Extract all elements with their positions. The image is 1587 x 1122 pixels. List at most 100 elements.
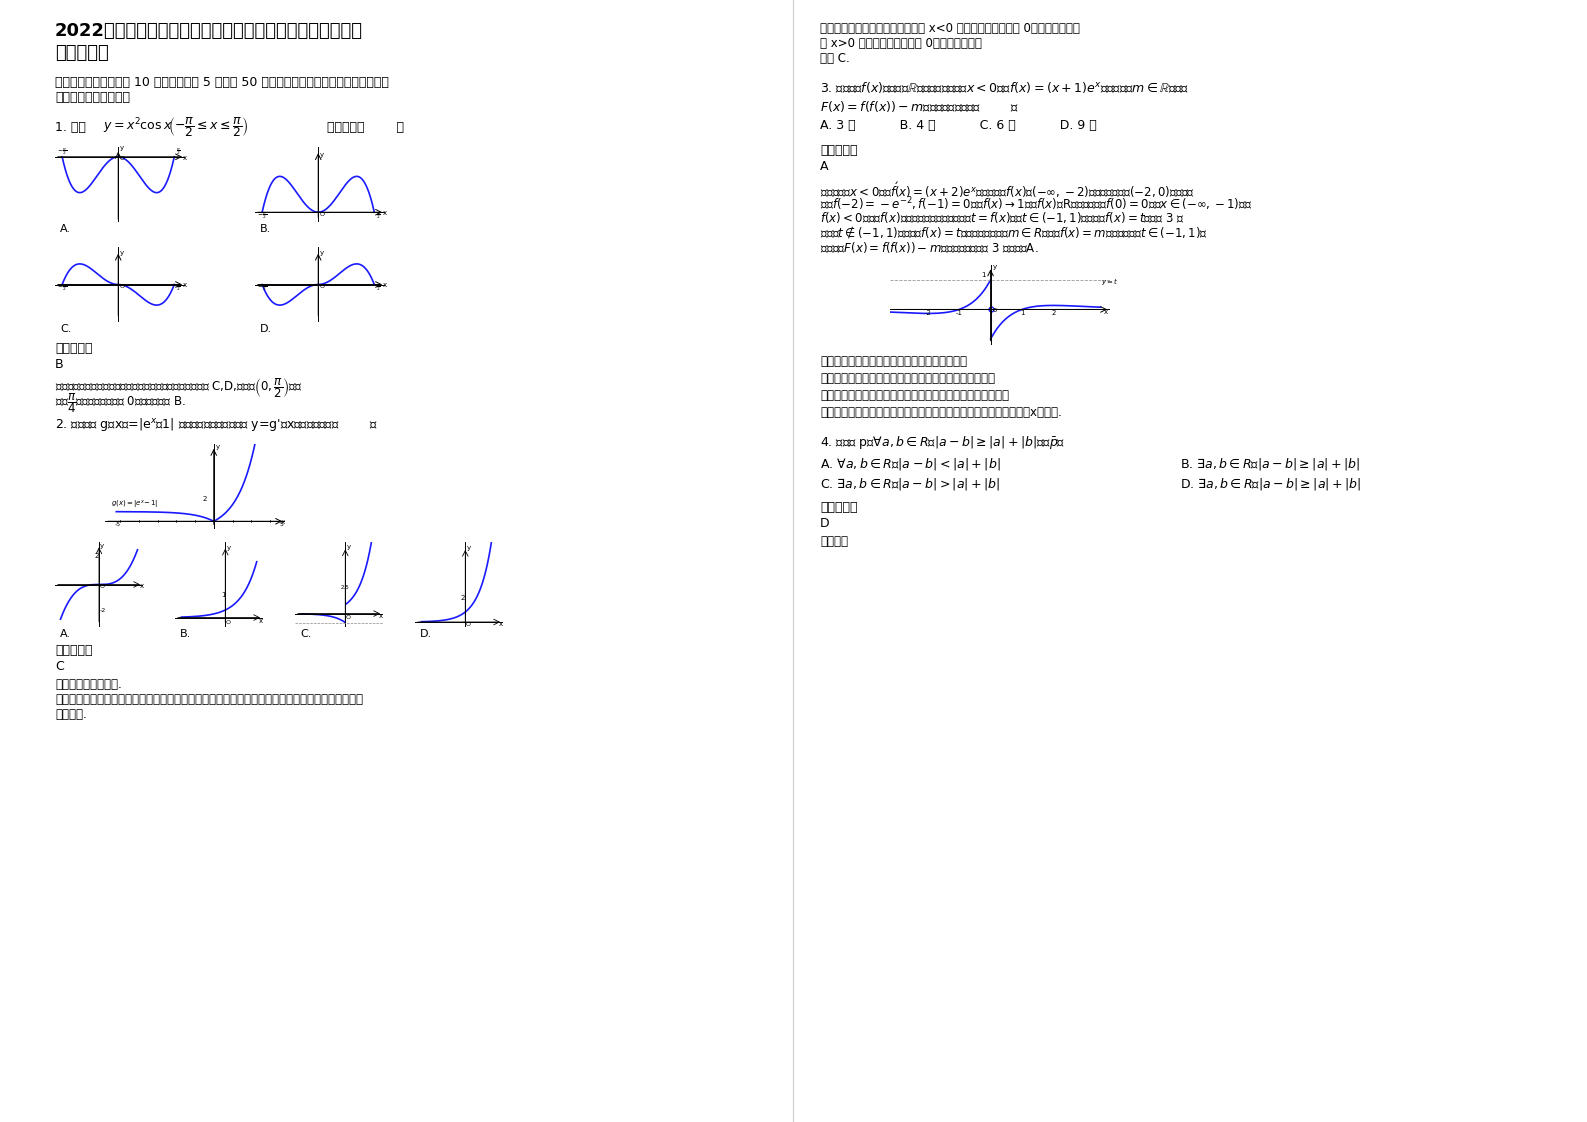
Text: $y=x^{2}\cos x\!\left(-\dfrac{\pi}{2}\leq x\leq\dfrac{\pi}{2}\right)$: $y=x^{2}\cos x\!\left(-\dfrac{\pi}{2}\le… bbox=[103, 114, 249, 139]
Text: x: x bbox=[500, 620, 503, 626]
Text: O: O bbox=[100, 585, 105, 589]
Text: D: D bbox=[820, 517, 830, 530]
Text: -2: -2 bbox=[924, 310, 932, 315]
Text: A. 3 个           B. 4 个           C. 6 个           D. 9 个: A. 3 个 B. 4 个 C. 6 个 D. 9 个 bbox=[820, 119, 1097, 132]
Text: y: y bbox=[467, 545, 471, 551]
Text: 正确选项.: 正确选项. bbox=[56, 708, 87, 721]
Text: 第三步：根据第二步得到的零点范围转化为内层函数值域，进而确定x的个数.: 第三步：根据第二步得到的零点范围转化为内层函数值域，进而确定x的个数. bbox=[820, 406, 1062, 419]
Text: $-\frac{\pi}{2}$: $-\frac{\pi}{2}$ bbox=[257, 210, 267, 221]
Text: 第一步：现将内层函数换元，将符合函数化为简单函数；: 第一步：现将内层函数换元，将符合函数化为简单函数； bbox=[820, 373, 995, 385]
Text: 2: 2 bbox=[95, 553, 98, 559]
Text: 一、选择题：本大题共 10 小题，每小题 5 分，共 50 分。在每小题给出的四个选项中，只有: 一、选择题：本大题共 10 小题，每小题 5 分，共 50 分。在每小题给出的四… bbox=[56, 76, 389, 89]
Text: 2.5: 2.5 bbox=[340, 585, 349, 589]
Text: 当 x>0 时，切线的斜率大于 0，且逐渐增加，: 当 x>0 时，切线的斜率大于 0，且逐渐增加， bbox=[820, 37, 982, 50]
Text: 一点$\dfrac{\pi}{4}$可知函数值为大于 0，结合图象选 B.: 一点$\dfrac{\pi}{4}$可知函数值为大于 0，结合图象选 B. bbox=[56, 390, 186, 415]
Text: x: x bbox=[183, 282, 187, 288]
Text: $\frac{\pi}{2}$: $\frac{\pi}{2}$ bbox=[176, 147, 181, 157]
Text: D.: D. bbox=[260, 324, 271, 334]
Text: $g(x)=|e^x\!-\!1|$: $g(x)=|e^x\!-\!1|$ bbox=[111, 499, 157, 511]
Text: 【解析】当$x<0$时，$f\'(x)=(x+2)e^{x}$；由此可知$f(x)$在$(-\infty,-2)$上单调递减，在$(-2,0)$上单调递: 【解析】当$x<0$时，$f\'(x)=(x+2)e^{x}$；由此可知$f(x… bbox=[820, 180, 1195, 200]
Text: $\frac{\pi}{2}$: $\frac{\pi}{2}$ bbox=[376, 210, 381, 221]
Text: $-\frac{\pi}{2}$: $-\frac{\pi}{2}$ bbox=[257, 282, 267, 293]
Text: x: x bbox=[259, 618, 263, 624]
Text: y: y bbox=[100, 543, 105, 549]
Text: B.: B. bbox=[260, 224, 271, 234]
Text: y: y bbox=[216, 444, 219, 450]
Text: A.: A. bbox=[60, 629, 71, 640]
Text: 1: 1 bbox=[981, 273, 986, 278]
Text: 2: 2 bbox=[203, 496, 208, 502]
Text: C. $\exists a,b\in R$　$|a-b|>|a|+|b|$: C. $\exists a,b\in R$ $|a-b|>|a|+|b|$ bbox=[820, 476, 1000, 493]
Text: 1: 1 bbox=[1020, 310, 1024, 315]
Text: x: x bbox=[379, 613, 384, 619]
Text: O: O bbox=[321, 284, 325, 289]
Text: 是一个符合题目要求的: 是一个符合题目要求的 bbox=[56, 91, 130, 104]
Text: B.: B. bbox=[179, 629, 192, 640]
Text: x: x bbox=[281, 519, 286, 525]
Text: A: A bbox=[820, 160, 828, 173]
Text: x: x bbox=[382, 210, 387, 215]
Text: $f(x)<0$，所以$f(x)$的图象示意图如图所示，令$t=f(x)$，则$t\in(-1,1)$时，方程$f(x)=t$至多有 3 个: $f(x)<0$，所以$f(x)$的图象示意图如图所示，令$t=f(x)$，则$… bbox=[820, 210, 1184, 226]
Text: 试卷含解析: 试卷含解析 bbox=[56, 44, 110, 62]
Text: 第二步：研究换元后简单函数的零点（一般都是数形结合）；: 第二步：研究换元后简单函数的零点（一般都是数形结合）； bbox=[820, 389, 1009, 402]
Text: $-\frac{\pi}{2}$: $-\frac{\pi}{2}$ bbox=[57, 282, 67, 293]
Text: O: O bbox=[467, 622, 471, 627]
Text: 1. 函数: 1. 函数 bbox=[56, 121, 86, 134]
Text: D.: D. bbox=[421, 629, 432, 640]
Text: y: y bbox=[227, 544, 230, 551]
Text: 根；当$t\notin(-1,1)$时，方程$f(x)=t$没有根，而对任意$m\in R$，方程$f(x)=m$至多有一个根$t\in(-1,1)$，: 根；当$t\notin(-1,1)$时，方程$f(x)=t$没有根，而对任意$m… bbox=[820, 226, 1208, 241]
Text: 4. 设命题 p：$\forall a,b\in R$，$|a-b|\geq|a|+|b|$，则$\bar{p}$为: 4. 设命题 p：$\forall a,b\in R$，$|a-b|\geq|a… bbox=[820, 434, 1065, 451]
Text: $-\frac{\pi}{2}$: $-\frac{\pi}{2}$ bbox=[57, 147, 67, 157]
Text: o: o bbox=[992, 307, 997, 313]
Text: y: y bbox=[321, 151, 324, 158]
Text: y: y bbox=[321, 249, 324, 256]
Text: 故选 C.: 故选 C. bbox=[820, 52, 849, 65]
Text: 2: 2 bbox=[1051, 310, 1055, 315]
Text: $y=t$: $y=t$ bbox=[1100, 276, 1119, 287]
Text: -2: -2 bbox=[100, 608, 106, 614]
Text: 【考点】函数的图象.: 【考点】函数的图象. bbox=[56, 678, 122, 691]
Text: 【解答】解：根据函数图象可知当 x<0 时，切线的斜率小于 0，且逐渐减小，: 【解答】解：根据函数图象可知当 x<0 时，切线的斜率小于 0，且逐渐减小， bbox=[820, 22, 1079, 35]
Text: 参考答案：: 参考答案： bbox=[56, 342, 92, 355]
Text: 2: 2 bbox=[460, 595, 465, 601]
Text: x: x bbox=[140, 583, 144, 589]
Text: 2022年湖南省岳阳市平江县第四中学高三数学文上学期期末: 2022年湖南省岳阳市平江县第四中学高三数学文上学期期末 bbox=[56, 22, 363, 40]
Text: 增，$f(-2)=-e^{-2},f(-1)=0$，且$f(x)\to 1$，又$f(x)$在R上的奇函数，$f(0)=0$，而$x\in(-\infty,-1: 增，$f(-2)=-e^{-2},f(-1)=0$，且$f(x)\to 1$，又… bbox=[820, 195, 1252, 212]
Text: $\frac{\pi}{2}$: $\frac{\pi}{2}$ bbox=[176, 282, 181, 293]
Text: 此题可以从函数的奇偶性着手，原函数为偶函数，所以排除 C,D,然后在$\left(0,\dfrac{\pi}{2}\right)$上取: 此题可以从函数的奇偶性着手，原函数为偶函数，所以排除 C,D,然后在$\left… bbox=[56, 376, 303, 399]
Text: C.: C. bbox=[300, 629, 311, 640]
Text: -5: -5 bbox=[114, 522, 121, 527]
Text: 3. 已知函数$f(x)$是定义在$\mathbb{R}$上的奇函数，且当$x<0$时，$f(x)=(x+1)e^{x}$，则对任意$m\in\mathbb{R: 3. 已知函数$f(x)$是定义在$\mathbb{R}$上的奇函数，且当$x<… bbox=[820, 80, 1189, 95]
Text: $\frac{\pi}{2}$: $\frac{\pi}{2}$ bbox=[376, 282, 381, 293]
Text: -1: -1 bbox=[955, 310, 963, 315]
Text: B: B bbox=[56, 358, 63, 371]
Text: 参考答案：: 参考答案： bbox=[820, 502, 857, 514]
Text: 参考答案：: 参考答案： bbox=[56, 644, 92, 657]
Text: 【分析】: 【分析】 bbox=[820, 535, 847, 548]
Text: O: O bbox=[121, 156, 125, 162]
Text: O: O bbox=[121, 284, 125, 289]
Text: $F(x)=f(f(x))-m$的零点个数至多有（        ）: $F(x)=f(f(x))-m$的零点个数至多有（ ） bbox=[820, 99, 1019, 114]
Text: 参考答案：: 参考答案： bbox=[820, 144, 857, 157]
Text: y: y bbox=[121, 145, 124, 151]
Text: 的图象是（        ）: 的图象是（ ） bbox=[327, 121, 405, 134]
Text: y: y bbox=[993, 264, 997, 269]
Text: 1: 1 bbox=[221, 591, 225, 598]
Text: 【分析】根据导数的几何意义：表示切线斜率，结合原函数图象可得切线斜率的变化情况，从而可得: 【分析】根据导数的几何意义：表示切线斜率，结合原函数图象可得切线斜率的变化情况，… bbox=[56, 693, 363, 706]
Text: 2. 已知函数 g（x）=|e$^{x}$－1| 的图象如图所示，则函数 y=g'（x）图象大致为（        ）: 2. 已知函数 g（x）=|e$^{x}$－1| 的图象如图所示，则函数 y=g… bbox=[56, 416, 378, 433]
Text: 点睛：复合函数的零点问题的求解步骤一般是：: 点睛：复合函数的零点问题的求解步骤一般是： bbox=[820, 355, 966, 368]
Text: O: O bbox=[321, 212, 325, 218]
Text: B. $\exists a,b\in R$　$|a-b|\geq|a|+|b|$: B. $\exists a,b\in R$ $|a-b|\geq|a|+|b|$ bbox=[1181, 456, 1360, 472]
Text: O: O bbox=[225, 620, 232, 625]
Text: C: C bbox=[56, 660, 63, 673]
Text: 从而函数$F(x)=f(f(x))-m$的零点个数至多有 3 个，故选A.: 从而函数$F(x)=f(f(x))-m$的零点个数至多有 3 个，故选A. bbox=[820, 240, 1038, 255]
Text: C.: C. bbox=[60, 324, 71, 334]
Text: D. $\exists a,b\in R$　$|a-b|\geq|a|+|b|$: D. $\exists a,b\in R$ $|a-b|\geq|a|+|b|$ bbox=[1181, 476, 1362, 493]
Text: A. $\forall a,b\in R$　$|a-b|<|a|+|b|$: A. $\forall a,b\in R$ $|a-b|<|a|+|b|$ bbox=[820, 456, 1001, 472]
Text: x: x bbox=[1103, 309, 1108, 315]
Text: x: x bbox=[183, 155, 187, 162]
Text: 5: 5 bbox=[279, 522, 282, 527]
Text: y: y bbox=[121, 249, 124, 256]
Text: A.: A. bbox=[60, 224, 71, 234]
Text: y: y bbox=[346, 544, 351, 550]
